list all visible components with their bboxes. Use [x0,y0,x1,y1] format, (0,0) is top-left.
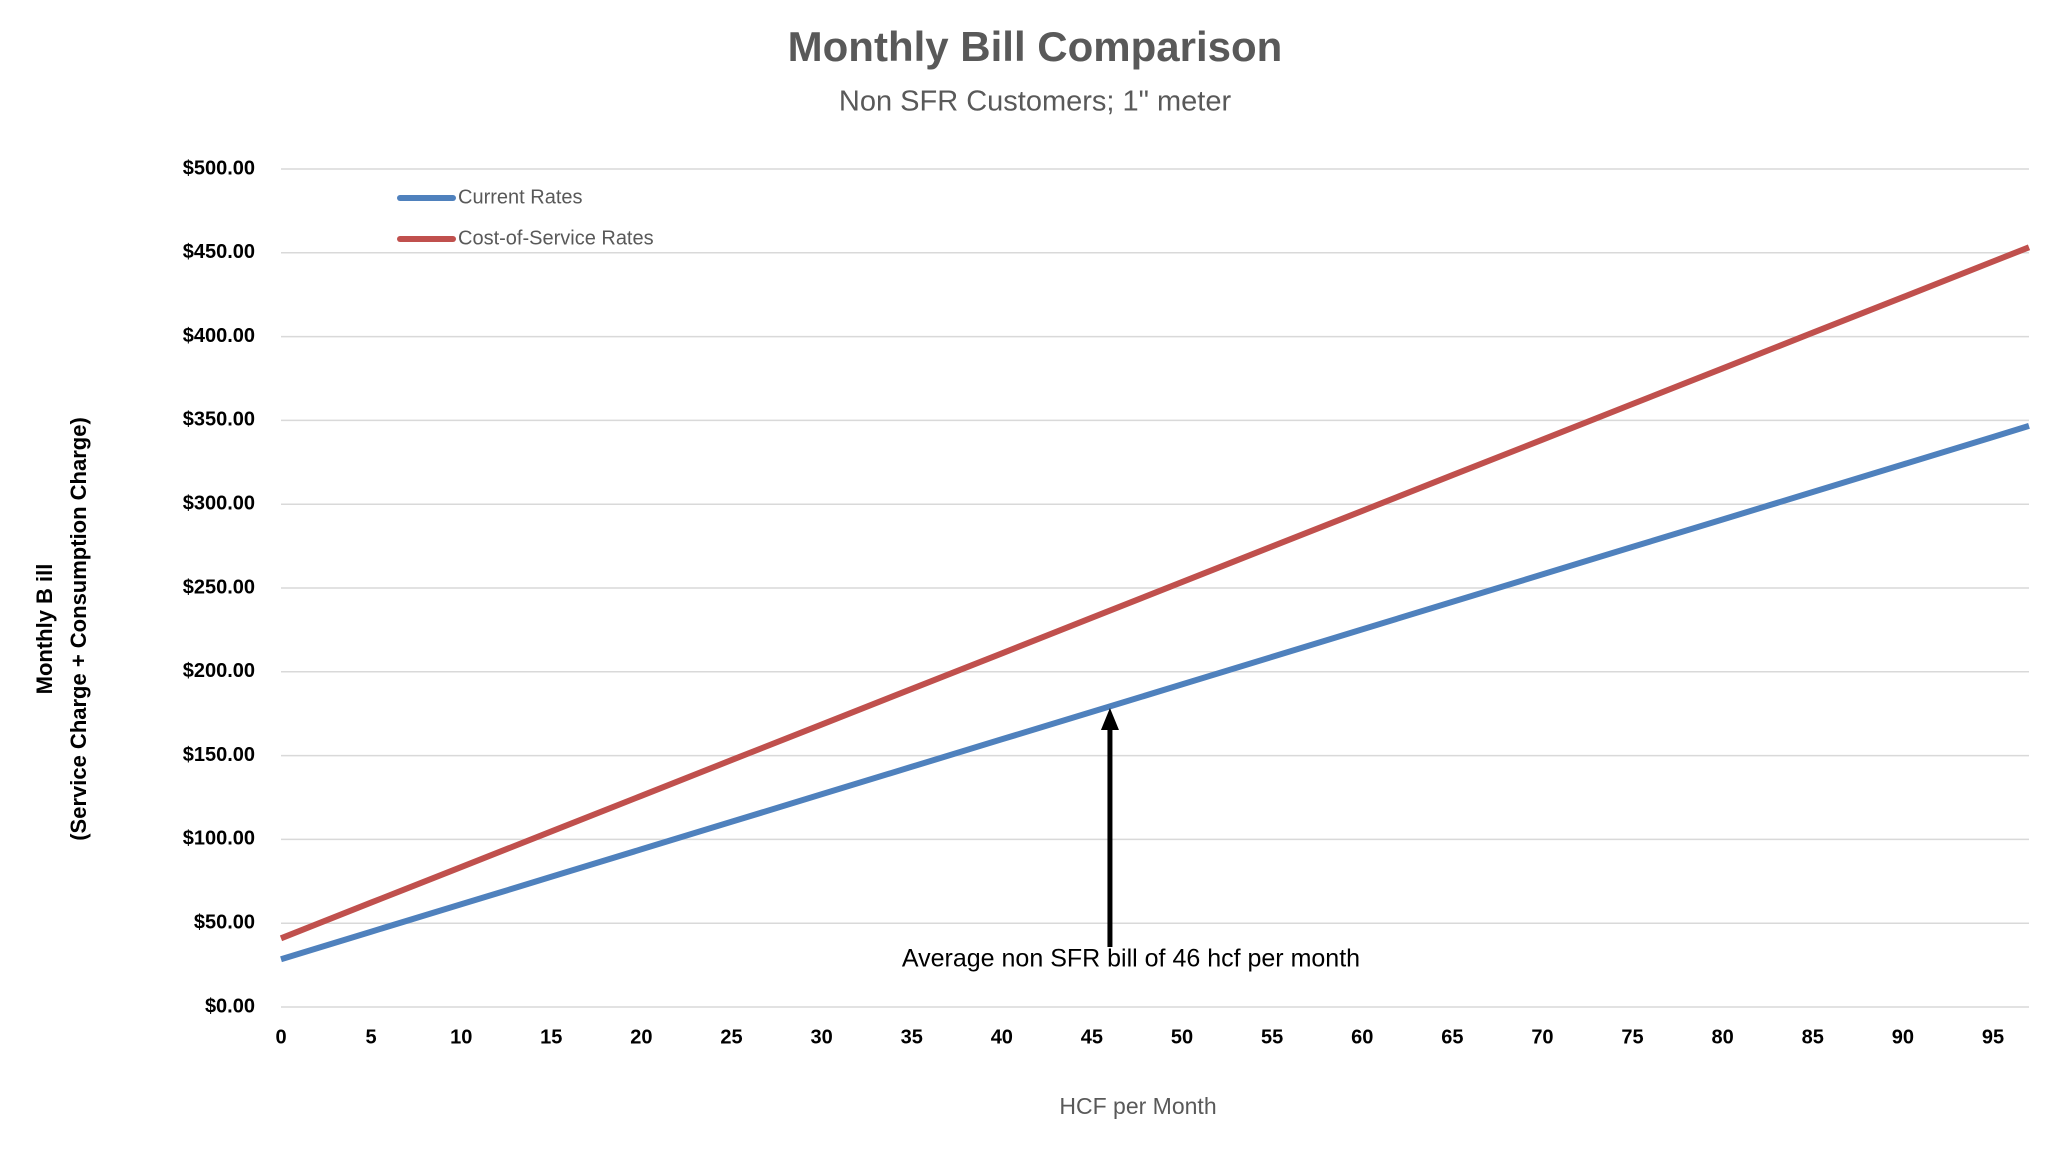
x-tick-label: 45 [1081,1026,1103,1048]
series-line [279,244,2031,942]
x-tick-label: 50 [1171,1026,1193,1048]
y-tick-label: $200.00 [183,660,255,682]
annotation-arrowhead [1100,708,1119,730]
x-tick-label: 15 [540,1026,562,1048]
x-tick-label: 25 [720,1026,742,1048]
x-tick-label: 60 [1351,1026,1373,1048]
x-tick-label: 35 [901,1026,923,1048]
y-tick-label: $50.00 [194,911,255,933]
x-tick-label: 20 [630,1026,652,1048]
x-tick-label: 90 [1892,1026,1914,1048]
x-tick-label: 0 [275,1026,286,1048]
series-line [280,423,2030,963]
x-tick-label: 40 [991,1026,1013,1048]
legend-label: Current Rates [458,186,583,208]
y-tick-label: $450.00 [183,241,255,263]
y-axis-title: Monthly B ill [32,564,57,695]
x-tick-label: 80 [1712,1026,1734,1048]
y-tick-label: $300.00 [183,492,255,514]
y-tick-label: $350.00 [183,409,255,431]
x-axis-title: HCF per Month [1059,1093,1216,1119]
x-tick-label: 10 [450,1026,472,1048]
x-tick-label: 65 [1441,1026,1463,1048]
chart-title: Monthly Bill Comparison [788,23,1283,70]
x-tick-label: 85 [1802,1026,1824,1048]
y-tick-label: $150.00 [183,744,255,766]
y-tick-label: $400.00 [183,325,255,347]
y-axis-title: (Service Charge + Consumption Charge) [66,417,91,841]
y-tick-label: $100.00 [183,828,255,850]
y-tick-label: $0.00 [205,995,255,1017]
annotation-text: Average non SFR bill of 46 hcf per month [902,945,1360,973]
x-tick-label: 70 [1531,1026,1553,1048]
chart-subtitle: Non SFR Customers; 1" meter [839,86,1232,118]
y-tick-label: $500.00 [183,157,255,179]
x-tick-label: 30 [810,1026,832,1048]
x-tick-label: 95 [1982,1026,2004,1048]
x-tick-label: 5 [366,1026,377,1048]
legend-label: Cost-of-Service Rates [458,227,654,249]
x-tick-label: 55 [1261,1026,1283,1048]
y-tick-label: $250.00 [183,576,255,598]
x-tick-label: 75 [1621,1026,1643,1048]
